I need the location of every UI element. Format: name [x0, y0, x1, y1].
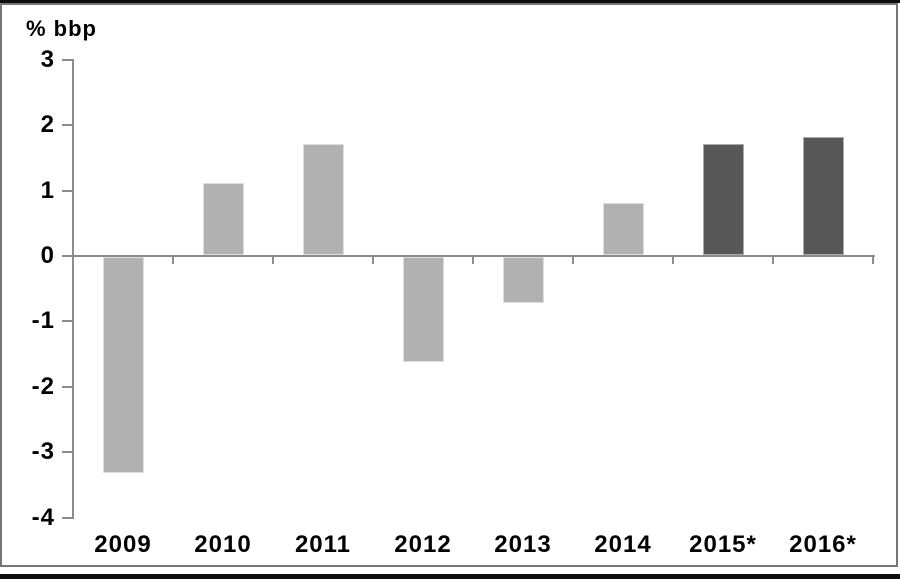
x-axis-tick: [272, 257, 274, 264]
x-axis-tick: [672, 257, 674, 264]
y-axis-tick: [62, 255, 72, 257]
bar-2011: [303, 144, 344, 255]
y-axis-tick-label: 3: [40, 46, 55, 73]
y-axis-tick: [62, 451, 72, 453]
x-axis-tick: [472, 257, 474, 264]
x-axis-tick: [572, 257, 574, 264]
y-axis-tick-label: -1: [31, 307, 55, 334]
y-axis-tick: [62, 190, 72, 192]
x-axis-tick: [172, 257, 174, 264]
y-axis-tick: [62, 320, 72, 322]
top-rule: [0, 0, 900, 3]
y-axis-tick: [62, 59, 72, 61]
x-category-label: 2016*: [789, 531, 857, 558]
x-axis-tick: [872, 257, 874, 264]
y-axis-line: [72, 59, 74, 519]
y-axis-tick-label: 1: [40, 177, 55, 204]
bottom-rule: [0, 574, 900, 579]
bar-2013: [503, 257, 544, 303]
x-axis-tick: [772, 257, 774, 264]
y-axis-tick-label: 0: [40, 242, 55, 269]
x-category-label: 2013: [494, 531, 552, 558]
x-category-label: 2009: [94, 531, 152, 558]
bar-2015*: [703, 144, 744, 255]
y-axis-tick-label: -4: [31, 504, 55, 531]
bar-2009: [103, 257, 144, 473]
x-category-label: 2012: [394, 531, 452, 558]
bar-2016*: [803, 137, 844, 255]
bar-2010: [203, 183, 244, 255]
x-category-label: 2011: [294, 531, 352, 558]
y-axis-tick-label: -3: [31, 438, 55, 465]
x-axis-tick: [372, 257, 374, 264]
y-axis-tick: [62, 124, 72, 126]
x-category-label: 2014: [594, 531, 652, 558]
y-axis-tick-label: -2: [31, 373, 55, 400]
bar-2012: [403, 257, 444, 362]
x-category-label: 2015*: [689, 531, 757, 558]
y-axis-tick: [62, 386, 72, 388]
y-axis-unit-label: % bbp: [26, 16, 97, 41]
x-axis-line: [72, 255, 875, 257]
chart-frame: [0, 3, 898, 567]
x-category-label: 2010: [194, 531, 252, 558]
y-axis-tick: [62, 517, 72, 519]
y-axis-tick-label: 2: [40, 111, 55, 138]
bar-2014: [603, 203, 644, 255]
